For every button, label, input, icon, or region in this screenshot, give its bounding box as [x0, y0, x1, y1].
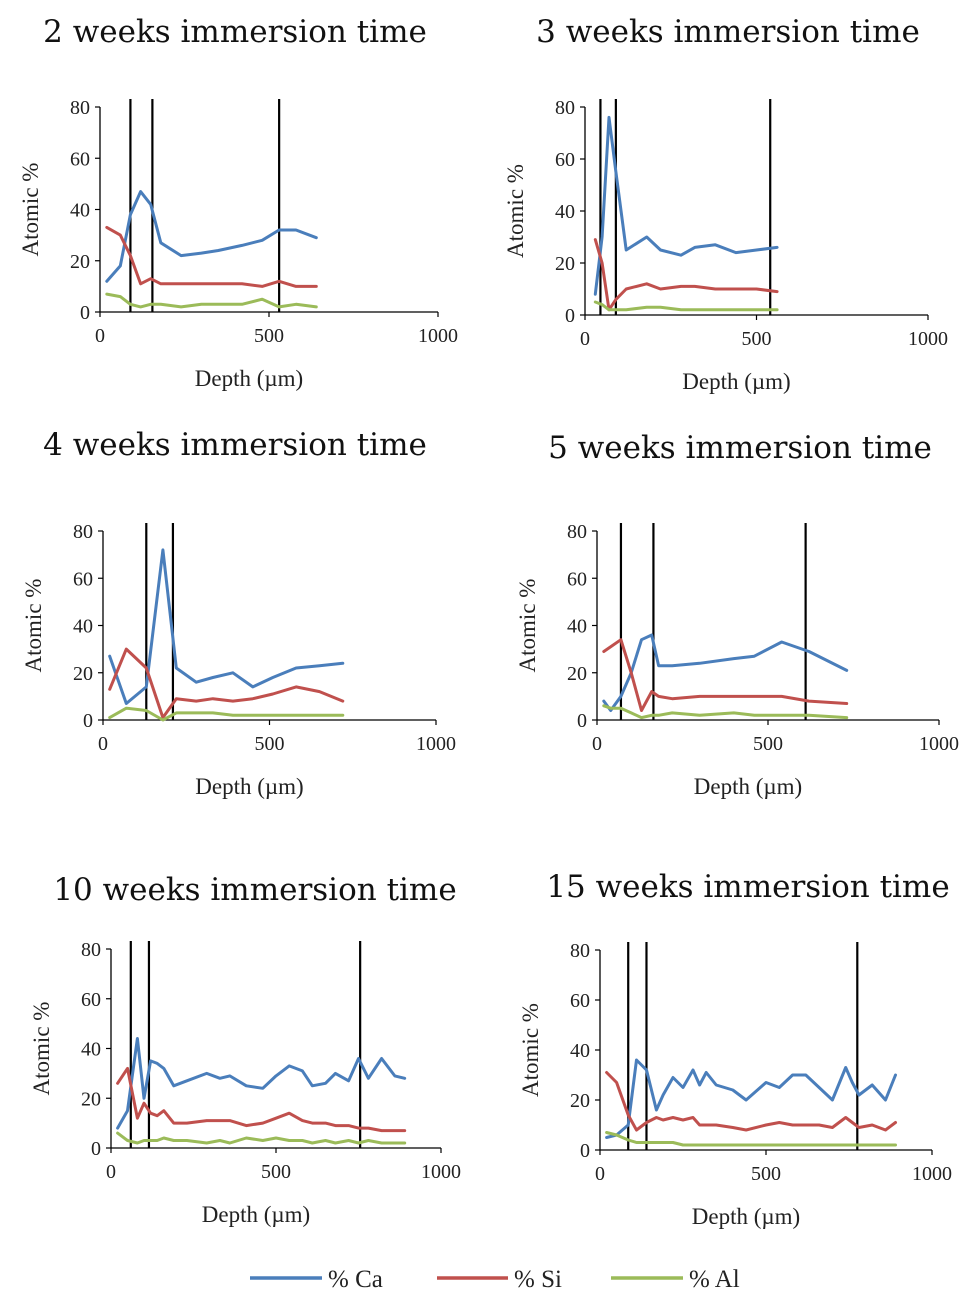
x-axis-label: Depth (µm) [682, 369, 790, 394]
x-tick-label: 0 [595, 1163, 605, 1185]
x-axis-label: Depth (µm) [694, 774, 802, 799]
y-tick-label: 80 [567, 521, 587, 543]
y-axis-label: Atomic % [518, 1003, 543, 1097]
y-tick-label: 20 [570, 1090, 590, 1112]
x-tick-label: 500 [255, 733, 285, 755]
series-line-si [116, 1066, 407, 1133]
legend-label: % Ca [328, 1266, 383, 1293]
chart-title: 3 weeks immersion time [536, 14, 920, 50]
y-tick-label: 40 [70, 200, 90, 222]
y-tick-label: 40 [570, 1040, 590, 1062]
y-tick-label: 0 [565, 305, 575, 327]
y-tick-label: 0 [80, 302, 90, 324]
y-tick-label: 0 [91, 1138, 101, 1160]
series-line-ca [105, 190, 318, 283]
x-tick-label: 500 [261, 1161, 291, 1183]
series-line-si [105, 225, 318, 288]
x-tick-label: 500 [254, 325, 284, 347]
y-tick-label: 20 [81, 1088, 101, 1110]
y-axis-label: Atomic % [21, 579, 46, 673]
y-tick-label: 80 [73, 521, 93, 543]
chart-panel-2: 4 weeks immersion time 0 20 40 60 80 0 500 1000 D… [21, 427, 456, 799]
y-tick-label: 0 [83, 710, 93, 732]
y-tick-label: 80 [70, 97, 90, 119]
y-tick-label: 40 [73, 616, 93, 638]
y-tick-label: 60 [570, 990, 590, 1012]
chart-title: 10 weeks immersion time [53, 872, 456, 908]
chart-panel-1: 3 weeks immersion time 0 20 40 60 80 0 500 1000 D… [503, 14, 948, 394]
series-line-al [108, 706, 345, 722]
chart-title: 4 weeks immersion time [43, 427, 427, 463]
series-line-ca [605, 1058, 897, 1139]
y-axis-label: Atomic % [515, 579, 540, 673]
series-line-si [602, 638, 849, 712]
x-tick-label: 0 [580, 328, 590, 350]
y-tick-label: 60 [81, 989, 101, 1011]
y-tick-label: 20 [73, 663, 93, 685]
x-tick-label: 500 [742, 328, 772, 350]
x-axis-label: Depth (µm) [202, 1202, 310, 1227]
y-tick-label: 0 [577, 710, 587, 732]
x-tick-label: 1000 [919, 733, 959, 755]
y-tick-label: 0 [580, 1140, 590, 1162]
series-line-ca [593, 115, 779, 296]
legend: % Ca % Si % Al [250, 1266, 740, 1293]
y-tick-label: 40 [81, 1039, 101, 1061]
series-line-si [108, 647, 345, 720]
series-line-al [605, 1131, 897, 1147]
y-tick-label: 60 [555, 149, 575, 171]
y-tick-label: 40 [555, 201, 575, 223]
x-tick-label: 1000 [908, 328, 948, 350]
series-line-ca [116, 1037, 407, 1130]
y-axis-label: Atomic % [503, 164, 528, 258]
series-line-ca [602, 633, 849, 712]
x-tick-label: 0 [592, 733, 602, 755]
x-axis-label: Depth (µm) [195, 366, 303, 391]
series-line-al [602, 704, 849, 720]
y-tick-label: 80 [555, 97, 575, 119]
series-line-si [605, 1071, 897, 1132]
y-tick-label: 80 [81, 939, 101, 961]
chart-panel-3: 5 weeks immersion time 0 20 40 60 80 0 500 1000 D… [515, 430, 959, 799]
x-axis-label: Depth (µm) [195, 774, 303, 799]
x-tick-label: 0 [95, 325, 105, 347]
chart-panel-5: 15 weeks immersion time 0 20 40 60 80 0 500 1000… [518, 869, 952, 1229]
legend-label: % Al [689, 1266, 740, 1293]
series-line-al [593, 300, 779, 312]
chart-title: 2 weeks immersion time [43, 14, 427, 50]
x-tick-label: 1000 [421, 1161, 461, 1183]
legend-label: % Si [514, 1266, 562, 1293]
y-tick-label: 20 [555, 253, 575, 275]
x-tick-label: 1000 [912, 1163, 952, 1185]
x-tick-label: 500 [753, 733, 783, 755]
x-tick-label: 1000 [416, 733, 456, 755]
chart-title: 5 weeks immersion time [548, 430, 932, 466]
y-tick-label: 60 [73, 568, 93, 590]
y-tick-label: 60 [70, 148, 90, 170]
chart-panel-4: 10 weeks immersion time 0 20 40 60 80 0 500 1000… [29, 872, 461, 1227]
x-tick-label: 0 [106, 1161, 116, 1183]
y-axis-label: Atomic % [29, 1002, 54, 1096]
x-tick-label: 0 [98, 733, 108, 755]
x-axis-label: Depth (µm) [692, 1204, 800, 1229]
y-tick-label: 20 [567, 663, 587, 685]
y-tick-label: 60 [567, 568, 587, 590]
series-line-ca [108, 548, 345, 705]
y-tick-label: 40 [567, 616, 587, 638]
x-tick-label: 1000 [418, 325, 458, 347]
series-line-al [116, 1131, 407, 1145]
series-line-al [105, 292, 318, 309]
y-tick-label: 80 [570, 940, 590, 962]
y-tick-label: 20 [70, 251, 90, 273]
y-axis-label: Atomic % [18, 163, 43, 257]
chart-panel-0: 2 weeks immersion time 0 20 40 60 80 0 500 1000 D… [18, 14, 458, 391]
x-tick-label: 500 [751, 1163, 781, 1185]
chart-title: 15 weeks immersion time [546, 869, 949, 905]
